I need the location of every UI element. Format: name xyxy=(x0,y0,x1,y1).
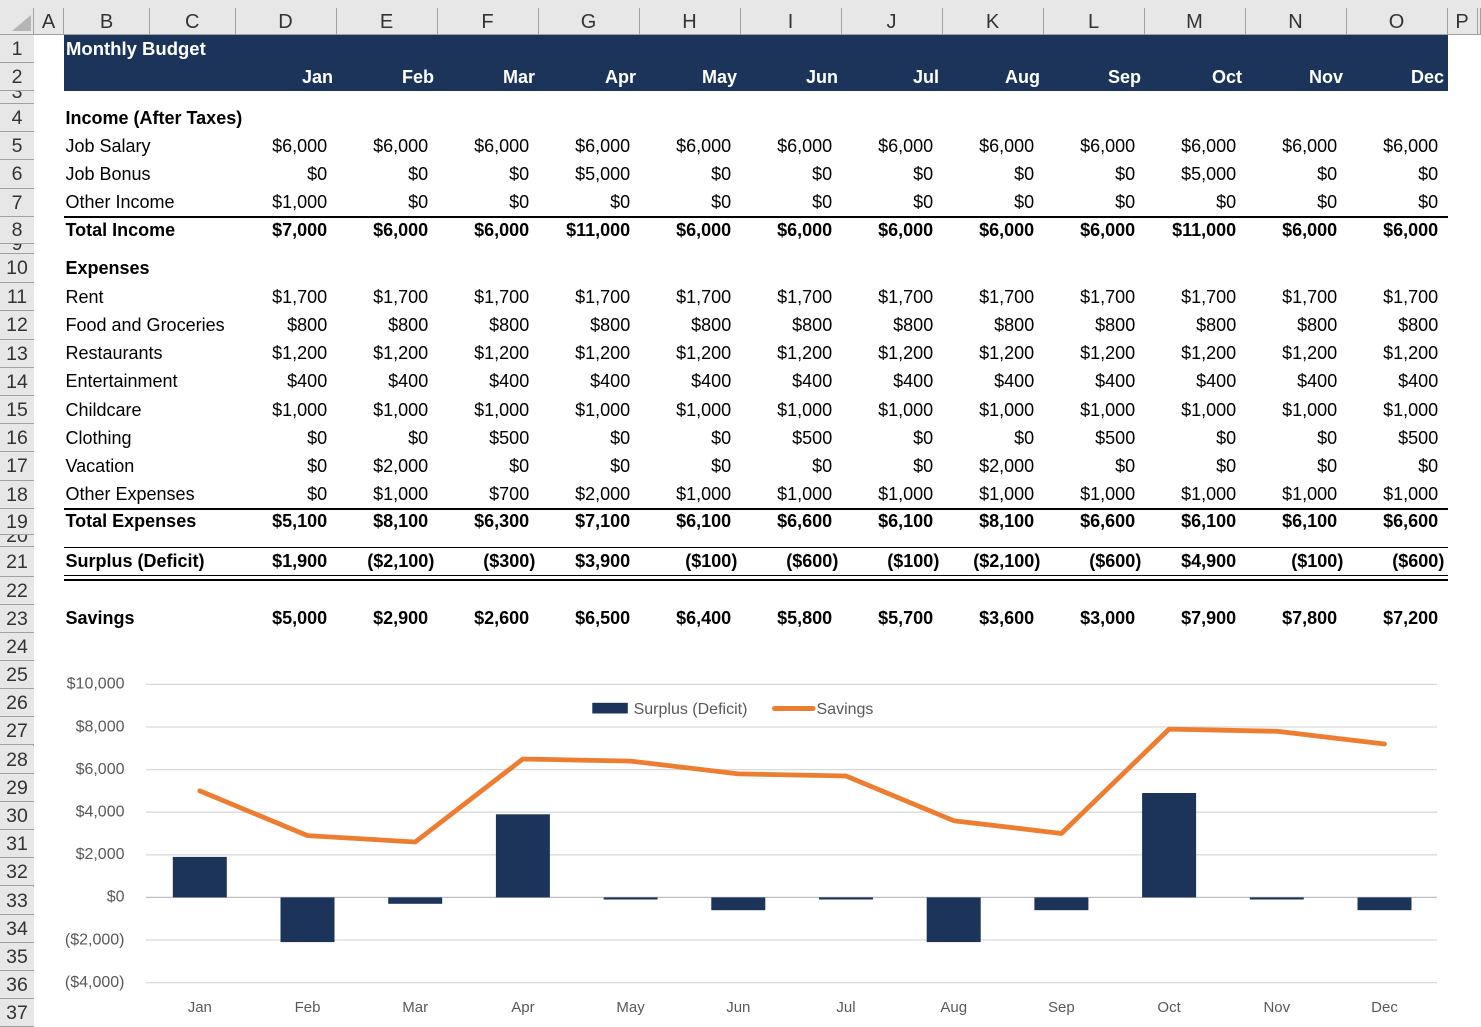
svg-text:($4,000): ($4,000) xyxy=(65,974,125,991)
svg-text:Aug: Aug xyxy=(940,999,967,1016)
svg-text:Nov: Nov xyxy=(1263,999,1290,1016)
svg-text:Jul: Jul xyxy=(836,999,855,1016)
svg-text:$4,000: $4,000 xyxy=(76,804,125,821)
svg-text:Jun: Jun xyxy=(726,999,750,1016)
svg-text:May: May xyxy=(616,999,645,1016)
svg-text:Oct: Oct xyxy=(1157,999,1181,1016)
svg-text:Feb: Feb xyxy=(295,999,321,1016)
svg-text:Jan: Jan xyxy=(188,999,212,1016)
svg-text:($2,000): ($2,000) xyxy=(65,931,125,948)
svg-text:Dec: Dec xyxy=(1371,999,1398,1016)
svg-text:Savings: Savings xyxy=(817,701,874,718)
svg-text:Apr: Apr xyxy=(511,999,534,1016)
svg-text:$10,000: $10,000 xyxy=(67,676,125,693)
svg-text:Surplus (Deficit): Surplus (Deficit) xyxy=(634,701,748,718)
svg-text:$6,000: $6,000 xyxy=(76,761,125,778)
svg-text:Sep: Sep xyxy=(1048,999,1075,1016)
svg-text:$0: $0 xyxy=(107,889,125,906)
svg-text:$8,000: $8,000 xyxy=(76,718,125,735)
svg-text:Mar: Mar xyxy=(402,999,428,1016)
svg-text:$2,000: $2,000 xyxy=(76,846,125,863)
